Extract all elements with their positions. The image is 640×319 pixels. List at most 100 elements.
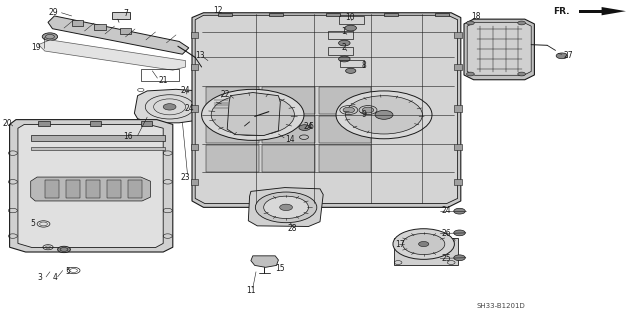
Polygon shape	[195, 15, 458, 204]
Bar	[31, 147, 165, 150]
Text: 27: 27	[563, 51, 573, 60]
Bar	[191, 64, 198, 70]
Text: 29: 29	[49, 8, 58, 17]
Bar	[340, 60, 364, 67]
Circle shape	[454, 255, 465, 261]
Bar	[191, 179, 198, 185]
Text: FR.: FR.	[553, 7, 570, 16]
Bar	[141, 69, 179, 81]
Bar	[328, 47, 353, 55]
Bar	[112, 12, 130, 19]
Text: 10: 10	[346, 13, 355, 22]
Circle shape	[42, 33, 58, 41]
Circle shape	[299, 125, 310, 130]
Text: 20: 20	[3, 119, 12, 128]
Circle shape	[255, 192, 317, 223]
Polygon shape	[248, 188, 323, 226]
Bar	[262, 145, 315, 172]
Bar	[31, 135, 165, 141]
Text: 19: 19	[31, 43, 40, 52]
Text: 16: 16	[124, 132, 133, 141]
Text: 24: 24	[303, 122, 313, 130]
Bar	[206, 145, 259, 172]
Bar	[72, 20, 83, 26]
Bar	[394, 238, 458, 265]
Text: 12: 12	[213, 6, 223, 15]
Bar	[326, 13, 340, 16]
Circle shape	[403, 234, 445, 255]
Bar	[454, 179, 462, 185]
Circle shape	[419, 241, 429, 247]
Circle shape	[58, 246, 70, 253]
Circle shape	[362, 107, 374, 113]
Bar	[108, 180, 122, 198]
Bar	[328, 31, 353, 39]
Bar	[579, 10, 604, 13]
Bar	[454, 64, 462, 70]
Polygon shape	[227, 93, 280, 136]
Bar	[191, 32, 198, 38]
Bar	[269, 13, 283, 16]
Circle shape	[346, 96, 422, 134]
Circle shape	[518, 72, 525, 76]
Text: 23: 23	[180, 173, 190, 182]
Polygon shape	[251, 256, 278, 267]
Text: 11: 11	[246, 286, 255, 295]
Bar	[206, 87, 259, 114]
Polygon shape	[192, 13, 461, 207]
Circle shape	[336, 91, 432, 139]
Bar	[86, 180, 100, 198]
Text: 5: 5	[65, 267, 70, 276]
Text: 8: 8	[362, 61, 366, 70]
Text: 3: 3	[37, 273, 42, 282]
Circle shape	[343, 107, 355, 113]
Circle shape	[280, 204, 292, 211]
Polygon shape	[31, 177, 150, 201]
Polygon shape	[48, 16, 189, 54]
Polygon shape	[467, 22, 531, 75]
Polygon shape	[464, 19, 534, 80]
Text: 9: 9	[362, 110, 367, 119]
Text: 24: 24	[185, 104, 195, 113]
Bar	[191, 105, 198, 112]
Bar	[454, 144, 462, 150]
Bar	[128, 180, 142, 198]
Text: 25: 25	[442, 254, 451, 263]
Bar	[454, 105, 462, 112]
Bar	[94, 24, 106, 30]
Circle shape	[211, 94, 294, 136]
Text: 13: 13	[195, 51, 205, 60]
Text: 24: 24	[180, 86, 190, 95]
Bar	[319, 116, 371, 143]
Text: 15: 15	[275, 264, 285, 273]
Text: 21: 21	[159, 76, 168, 85]
Circle shape	[467, 21, 474, 25]
Circle shape	[454, 230, 465, 236]
Text: 7: 7	[123, 9, 128, 18]
Bar	[214, 98, 228, 110]
Circle shape	[184, 92, 193, 97]
Text: 14: 14	[285, 135, 295, 144]
Text: 17: 17	[396, 240, 405, 249]
Polygon shape	[10, 120, 173, 252]
Polygon shape	[602, 7, 626, 15]
Circle shape	[243, 110, 262, 120]
Circle shape	[264, 196, 308, 219]
Bar	[384, 13, 398, 16]
Bar	[218, 13, 232, 16]
Circle shape	[339, 40, 350, 46]
Polygon shape	[38, 40, 186, 70]
Bar	[339, 16, 364, 24]
Bar	[141, 121, 152, 126]
Text: 26: 26	[442, 229, 451, 238]
Bar	[435, 13, 449, 16]
Text: 2: 2	[341, 43, 346, 52]
Circle shape	[467, 72, 474, 76]
Text: 4: 4	[52, 273, 58, 282]
Circle shape	[346, 68, 356, 73]
Bar	[319, 87, 371, 114]
Circle shape	[393, 229, 454, 259]
Text: SH33-B1201D: SH33-B1201D	[477, 303, 525, 309]
Text: 1: 1	[341, 27, 346, 36]
Bar	[120, 28, 131, 34]
